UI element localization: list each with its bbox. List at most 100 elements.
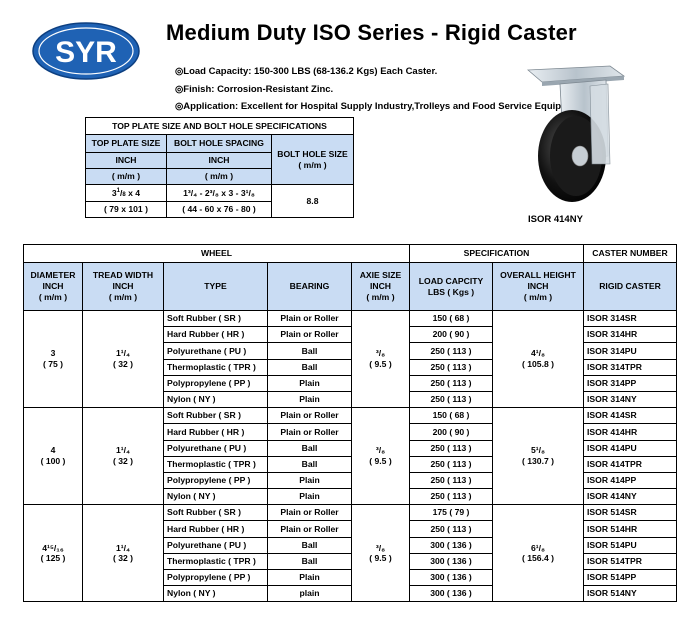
plate-size-mm-value: ( 79 x 101 ) [85,201,167,218]
bolt-spacing-mm: ( m/m ) [166,168,272,185]
axle-size-cell: ³/₈( 9.5 ) [351,407,410,506]
table-row: Polyurethane ( PU ) Ball 250 ( 113 ) ISOR 3… [24,342,678,360]
cell-line: ( 32 ) [112,456,134,467]
table-row: 3( 75 ) 1¹/₄( 32 ) Soft Rubber ( SR ) Plain… [23,309,678,409]
tread-width-cell: 1¹/₄( 32 ) [82,504,164,603]
caster-model-cell: ISOR 514TPR [583,552,678,571]
diameter-cell: 3( 75 ) [23,309,83,409]
load-capacity-cell: 250 ( 113 ) [409,374,493,392]
cell-line: ( 130.7 ) [522,456,555,467]
cell-line: ³/₈ [375,445,386,456]
type-cell: Thermoplastic ( TPR ) [163,455,268,473]
caster-model-cell: ISOR 314TPR [583,358,678,376]
table-row: Thermoplastic ( TPR ) Ball 250 ( 113 ) ISOR… [24,455,678,473]
load-capacity-cell: 250 ( 113 ) [409,520,493,538]
cell-line: ( 9.5 ) [369,553,392,564]
type-cell: Hard Rubber ( HR ) [163,326,268,344]
cell-line: ( 32 ) [112,359,134,370]
bearing-cell: Plain or Roller [267,504,352,522]
type-cell: Polyurethane ( PU ) [163,342,268,360]
tread-width-header: TREAD WIDTH INCH( m/m ) [82,262,164,311]
caster-model-cell: ISOR 314PP [583,374,678,392]
load-capacity-cell: 250 ( 113 ) [409,455,493,473]
overall-height-cell: 4¹/₈( 105.8 ) [491,309,585,409]
plate-size-inch: INCH [85,152,167,169]
table-row: Polypropylene ( PP ) Plain 250 ( 113 ) ISOR… [24,374,678,392]
caster-model-cell: ISOR 514HR [583,520,678,538]
table-row: Hard Rubber ( HR ) Plain or Roller 250 ( 1… [24,520,678,538]
cell-line: ( 156.4 ) [522,553,555,564]
type-cell: Soft Rubber ( SR ) [163,309,268,328]
type-cell: Polypropylene ( PP ) [163,374,268,392]
bearing-header: BEARING [267,262,352,311]
bearing-cell: Plain or Roller [267,326,352,344]
table-row: Hard Rubber ( HR ) Plain or Roller 200 ( 9… [24,423,678,441]
type-cell: Soft Rubber ( SR ) [163,407,268,425]
load-capacity-cell: 250 ( 113 ) [409,488,493,506]
bolt-spacing-mm-value: ( 44 - 60 x 76 - 80 ) [166,201,272,218]
table-row: Polypropylene ( PP ) Plain 300 ( 136 ) ISOR… [24,568,678,587]
plate-size-inch-value: 31/8 x 4 [85,184,167,202]
load-capacity-cell: 250 ( 113 ) [409,471,493,490]
load-capacity-cell: 175 ( 79 ) [409,504,493,522]
table-row: Hard Rubber ( HR ) Plain or Roller 200 ( 9… [24,326,678,344]
load-capacity-cell: 250 ( 113 ) [409,439,493,457]
cell-line: 6¹/₈ [530,542,546,553]
diameter-cell: 4¹⁵/₁₆( 125 ) [23,504,83,603]
axle-size-cell: ³/₈( 9.5 ) [351,309,410,409]
cell-line: ( 9.5 ) [369,456,392,467]
diameter-header: DIAMETER INCH( m/m ) [23,262,83,311]
caster-spec-table: WHEEL SPECIFICATION CASTER NUMBER DIAMET… [23,244,678,603]
load-capacity-header: LOAD CAPCITY LBS ( Kgs ) [409,262,493,311]
caster-model-cell: ISOR 314PU [583,342,678,360]
type-cell: Thermoplastic ( TPR ) [163,358,268,376]
type-cell: Nylon ( NY ) [163,585,268,603]
load-capacity-cell: 300 ( 136 ) [409,585,493,603]
bearing-cell: Plain [267,374,352,392]
syr-logo: SYR [32,22,140,80]
caster-model-cell: ISOR 314HR [583,326,678,344]
cell-line: ³/₈ [375,542,386,553]
load-capacity-cell: 250 ( 113 ) [409,390,493,409]
product-image-label: ISOR 414NY [528,214,583,225]
type-cell: Thermoplastic ( TPR ) [163,552,268,571]
load-capacity-cell: 150 ( 68 ) [409,407,493,425]
caster-model-cell: ISOR 414PU [583,439,678,457]
spec-load: ◎Load Capacity: 150-300 LBS (68-136.2 Kg… [175,66,438,77]
load-capacity-cell: 200 ( 90 ) [409,326,493,344]
caster-product-image [526,65,626,202]
bolt-size-header-label: BOLT HOLE SIZE [277,148,348,159]
caster-model-cell: ISOR 414TPR [583,455,678,473]
top-plate-title: TOP PLATE SIZE AND BOLT HOLE SPECIFICATI… [84,117,355,135]
type-cell: Nylon ( NY ) [163,390,268,409]
tread-width-cell: 1¹/₄( 32 ) [82,407,164,506]
caster-model-cell: ISOR 514NY [583,585,678,603]
caster-model-cell: ISOR 314NY [583,390,678,409]
type-cell: Hard Rubber ( HR ) [163,520,268,538]
diameter-cell: 4( 100 ) [23,407,83,506]
type-cell: Polypropylene ( PP ) [163,471,268,490]
caster-model-cell: ISOR 514PU [583,536,678,554]
caster-model-cell: ISOR 414PP [583,471,678,490]
load-capacity-cell: 300 ( 136 ) [409,552,493,571]
wheel-group-header: WHEEL [23,244,410,263]
cell-line: 1¹/₄ [115,445,131,456]
load-capacity-cell: 200 ( 90 ) [409,423,493,441]
table-row: Thermoplastic ( TPR ) Ball 300 ( 136 ) ISOR… [24,552,678,571]
bearing-cell: Ball [267,552,352,571]
bearing-cell: plain [267,585,352,603]
top-plate-table: TOP PLATE SIZE AND BOLT HOLE SPECIFICATI… [84,117,355,218]
load-capacity-cell: 250 ( 113 ) [409,342,493,360]
type-header: TYPE [163,262,268,311]
bearing-cell: Plain [267,488,352,506]
type-cell: Polyurethane ( PU ) [163,439,268,457]
overall-height-cell: 6¹/₈( 156.4 ) [491,504,585,603]
type-cell: Polyurethane ( PU ) [163,536,268,554]
tread-width-cell: 1¹/₄( 32 ) [82,309,164,409]
load-capacity-cell: 300 ( 136 ) [409,568,493,587]
cell-line: 1¹/₄ [115,348,131,359]
bearing-cell: Plain [267,390,352,409]
caster-model-cell: ISOR 414HR [583,423,678,441]
bolt-spacing-header: BOLT HOLE SPACING [166,134,272,153]
table-row: 4¹⁵/₁₆( 125 ) 1¹/₄( 32 ) Soft Rubber ( SR … [23,504,678,603]
